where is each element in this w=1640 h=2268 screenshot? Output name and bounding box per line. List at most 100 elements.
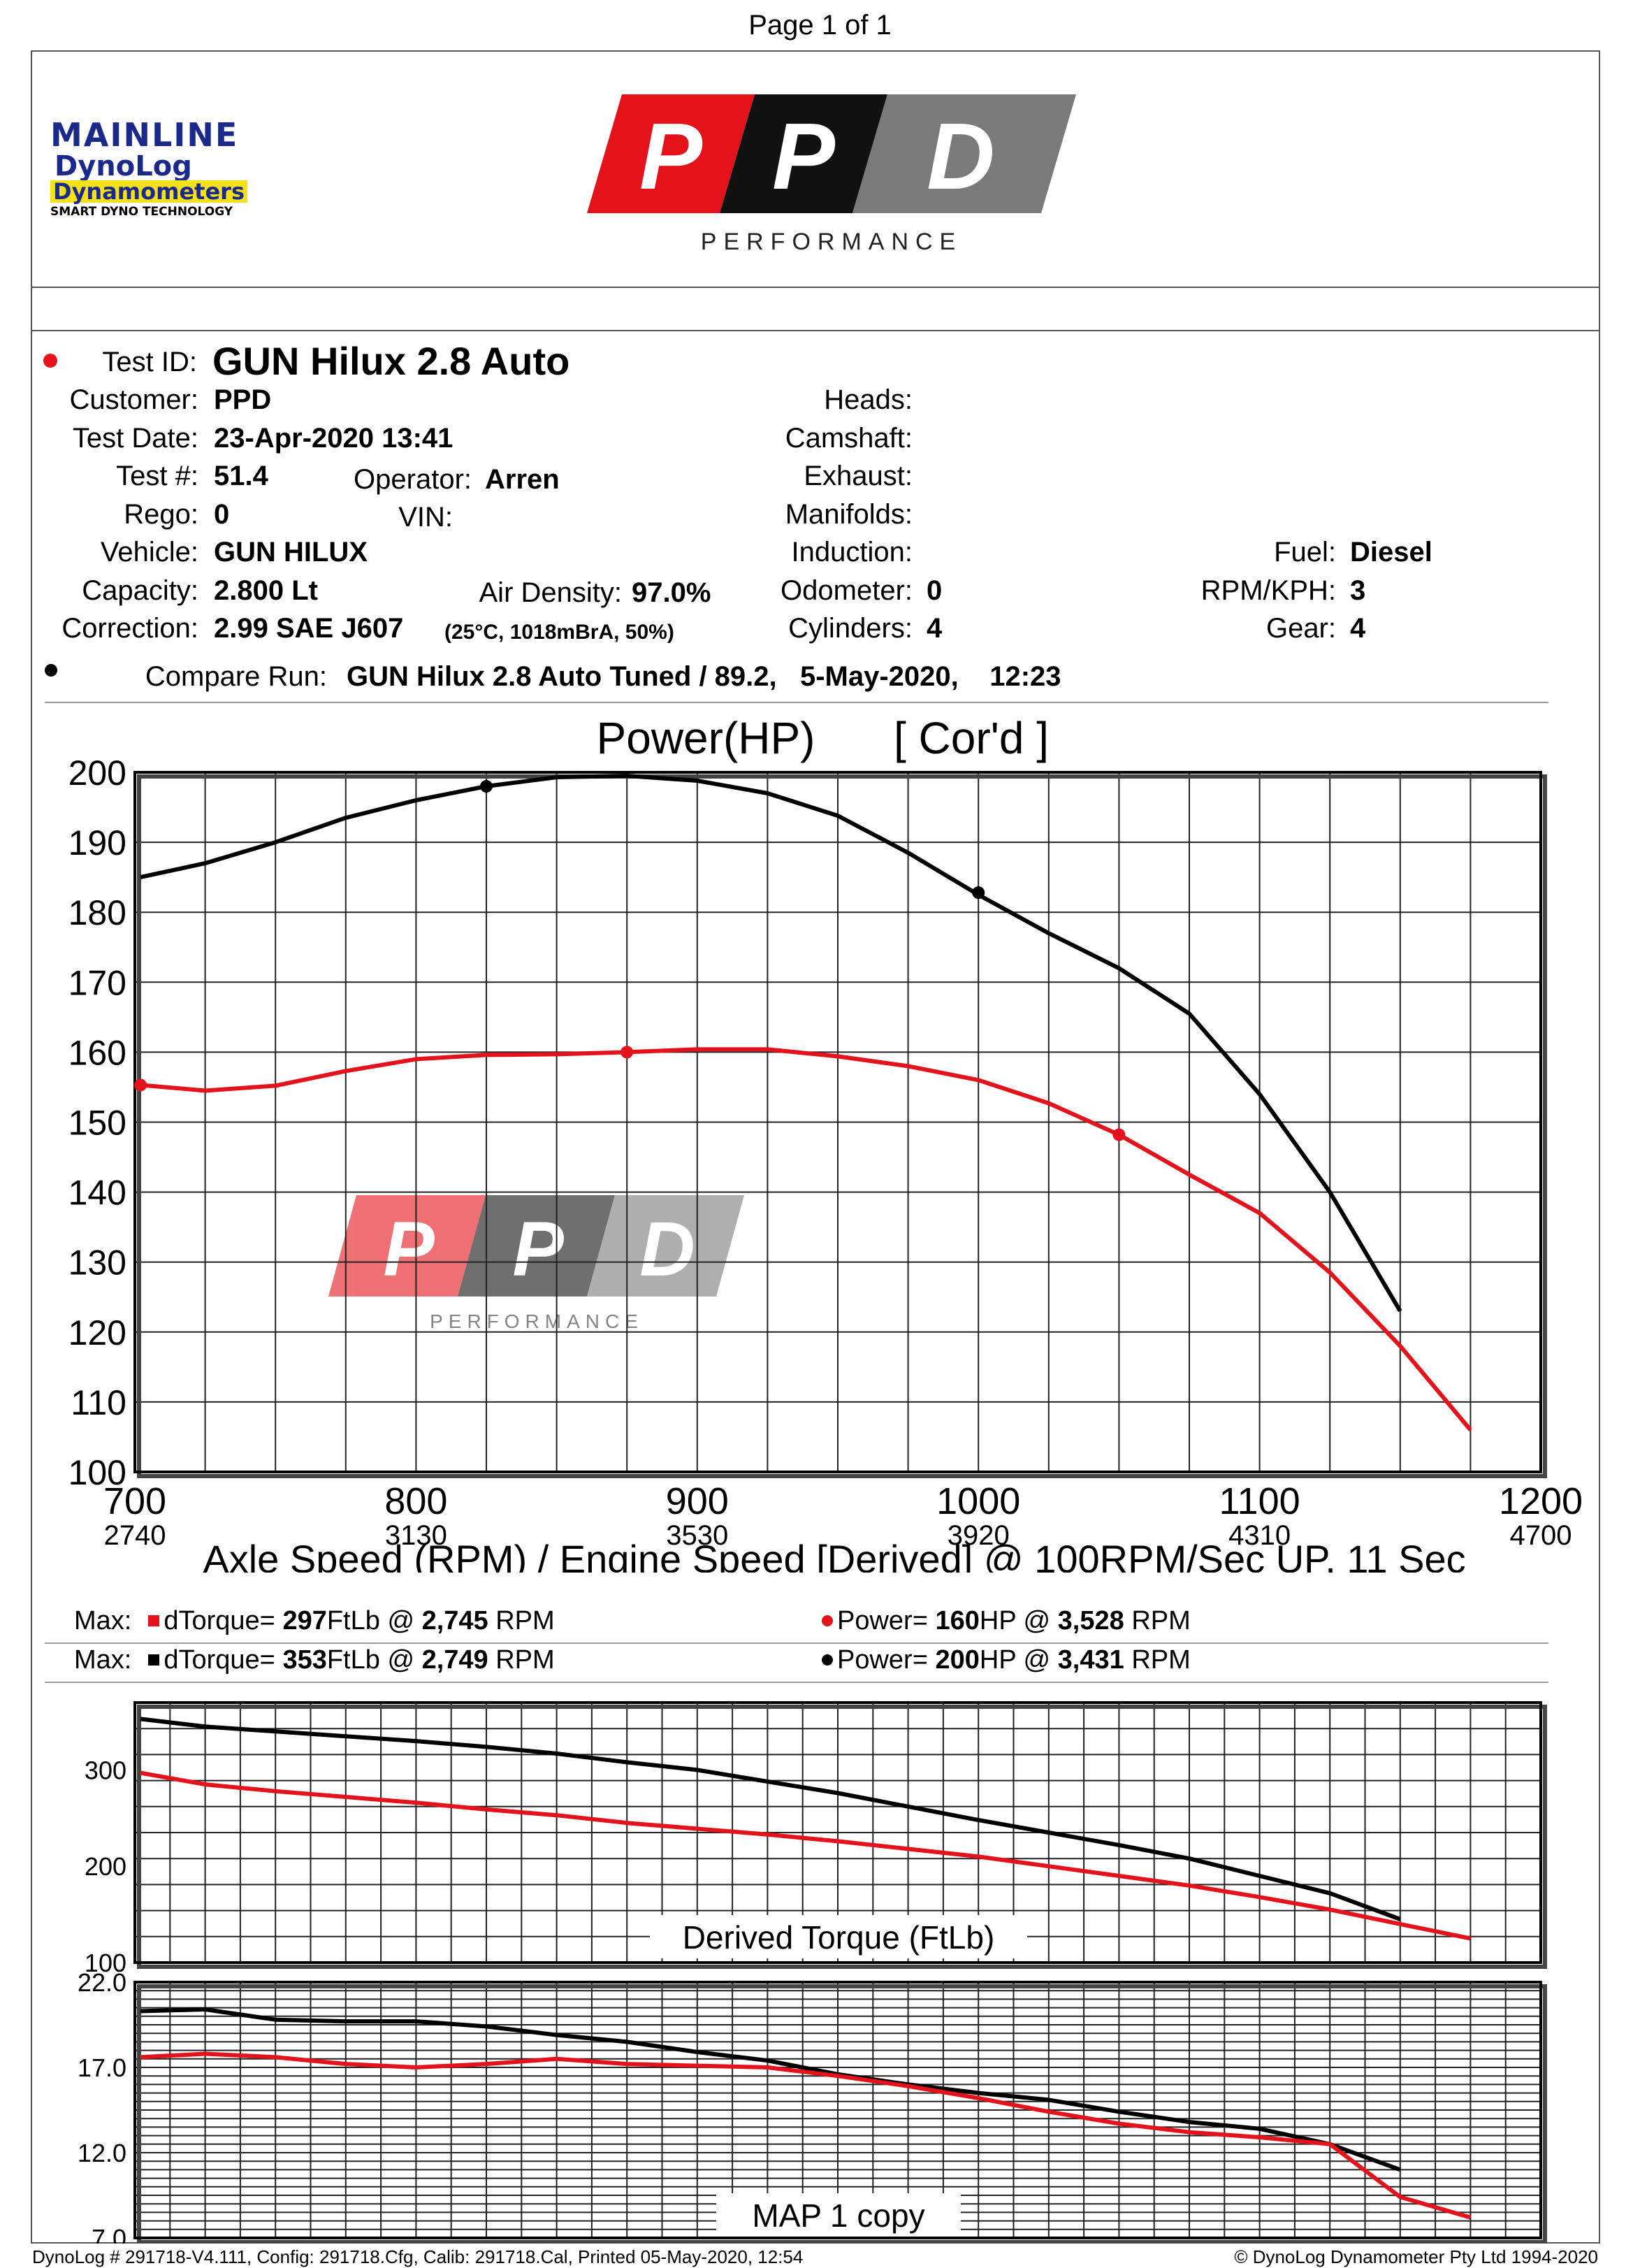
series-marker: [1112, 1128, 1126, 1141]
field-label: Test Date:: [72, 423, 198, 454]
vin-label: VIN:: [398, 502, 453, 533]
test-run-red-dot: [43, 354, 57, 368]
correction-conditions: (25°C, 1018mBrA, 50%): [444, 621, 674, 644]
y-tick-label: 110: [71, 1383, 126, 1422]
spec-label: Camshaft:: [785, 423, 913, 454]
y-tick-label: 300: [85, 1756, 126, 1784]
footer-copyright: © DynoLog Dynamometer Pty Ltd 1994-2020: [1234, 2246, 1598, 2267]
power-series-dot: [822, 1654, 833, 1666]
ppd-logo-panel: [720, 94, 887, 213]
power-max-rpm: 3,528: [1057, 1606, 1124, 1635]
field-value: PPD: [214, 384, 272, 415]
series-line: [140, 2051, 1472, 2220]
max-label: Max:: [74, 1645, 132, 1675]
y-tick-label: 160: [68, 1033, 126, 1072]
engine-value: 3: [1350, 575, 1366, 606]
plot-frame-shadow: [137, 1705, 1547, 1969]
series-line: [140, 1770, 1472, 1941]
x-tick-label: 1100: [1219, 1480, 1300, 1522]
max-divider-1: [45, 1642, 1548, 1644]
y-tick-label: 150: [68, 1104, 126, 1143]
ppd-letter-2: P: [772, 103, 836, 209]
y-tick-label: 170: [68, 963, 126, 1002]
field-label: Correction:: [61, 613, 198, 644]
rpm-unit: RPM: [495, 1606, 555, 1635]
watermark-performance: PERFORMANCE: [430, 1310, 644, 1332]
torque-max-value: 297: [282, 1606, 327, 1635]
series-line: [140, 1717, 1401, 1921]
x-tick-engine-rpm: 4310: [1228, 1520, 1291, 1551]
field-label: Capacity:: [82, 575, 198, 606]
y-tick-label: 100: [85, 1949, 126, 1977]
max-series-swatch: [148, 1654, 160, 1666]
x-tick-label: 1200: [1499, 1480, 1583, 1522]
series-marker: [972, 886, 985, 900]
power-chart: P P DPERFORMANCE10011012013014015016017018…: [68, 713, 1583, 1573]
max-row: Max: dTorque= 353FtLb @ 2,749 RPM: [74, 1645, 555, 1675]
series-marker: [134, 1078, 147, 1092]
field-label: Vehicle:: [100, 537, 198, 568]
ppd-performance-logo: P P D PERFORMANCE: [580, 94, 1083, 262]
y-tick-label: 200: [68, 753, 126, 793]
smart-dyno-tagline: SMART DYNO TECHNOLOGY: [50, 205, 233, 219]
torque-chart-title: Derived Torque (FtLb): [683, 1919, 995, 1956]
compare-run-black-dot: [45, 664, 57, 677]
power-chart-corrected-note: [ Cor'd ]: [894, 713, 1049, 763]
page-number: Page 1 of 1: [748, 10, 892, 41]
rpm-unit: RPM: [1131, 1606, 1191, 1635]
y-tick-label: 190: [68, 823, 126, 862]
field-value: 0: [214, 499, 230, 530]
x-tick-engine-rpm: 3130: [385, 1520, 447, 1551]
power-max-value: 160: [935, 1606, 980, 1635]
plot-frame: [133, 771, 1542, 1473]
max-power-row: Power= 160HP @ 3,528 RPM: [818, 1606, 1191, 1636]
engine-label: Gear:: [1265, 613, 1336, 644]
watermark-letter: D: [639, 1206, 695, 1292]
series-line: [140, 2007, 1401, 2172]
air-density-value: 97.0%: [632, 577, 711, 608]
max-power-row: Power= 200HP @ 3,431 RPM: [818, 1645, 1191, 1675]
watermark-letter: P: [383, 1206, 435, 1292]
spec-label: Induction:: [791, 537, 913, 568]
field-value: 23-Apr-2020 13:41: [214, 423, 453, 454]
power-label: Power=: [837, 1606, 928, 1635]
ppd-logo-panel: [852, 94, 1076, 213]
plot-frame: [133, 1701, 1542, 1964]
dynamometers-logo-sub: Dynamometers: [50, 180, 247, 203]
field-label: Rego:: [124, 499, 198, 530]
spec-label: Odometer:: [781, 575, 913, 606]
power-chart-title: Power(HP): [597, 713, 815, 763]
power-series-dot: [822, 1615, 833, 1626]
field-value: GUN HILUX: [214, 537, 368, 568]
ppd-logo-graphic: P P D PERFORMANCE: [587, 94, 1076, 255]
watermark-letter: P: [512, 1206, 564, 1292]
mainline-dynolog-logo: MAINLINE DynoLog Dynamometers SMART DYNO…: [50, 117, 260, 221]
x-tick-label: 1000: [936, 1480, 1020, 1522]
header-divider-2: [31, 330, 1600, 331]
power-unit: HP @: [979, 1645, 1051, 1675]
series-line: [140, 1047, 1472, 1431]
x-axis-title: Axle Speed (RPM) / Engine Speed [Derived…: [203, 1537, 1465, 1573]
spec-value: 0: [927, 575, 943, 606]
header-divider-1: [31, 287, 1600, 288]
torque-unit: FtLb @: [326, 1645, 415, 1675]
plot-frame-shadow: [137, 1984, 1547, 2244]
plot-frame: [133, 1981, 1542, 2239]
x-tick-engine-rpm: 3530: [666, 1520, 728, 1551]
x-tick-label: 700: [103, 1480, 166, 1522]
torque-max-value: 353: [282, 1645, 327, 1675]
operator-value: Arren: [485, 464, 560, 495]
spec-label: Manifolds:: [785, 499, 913, 530]
engine-label: Fuel:: [1274, 537, 1336, 568]
x-tick-label: 900: [666, 1480, 729, 1522]
y-tick-label: 22.0: [78, 1968, 126, 1997]
dynolog-logo-mid: DynoLog: [55, 150, 192, 182]
field-value: 2.99 SAE J607: [214, 613, 404, 644]
spec-label: Heads:: [824, 384, 913, 415]
info-divider: [45, 702, 1548, 703]
engine-label: RPM/KPH:: [1200, 575, 1336, 606]
compare-run-label: Compare Run:: [145, 661, 327, 692]
torque-label: dTorque=: [164, 1645, 275, 1675]
series-marker: [480, 780, 493, 793]
